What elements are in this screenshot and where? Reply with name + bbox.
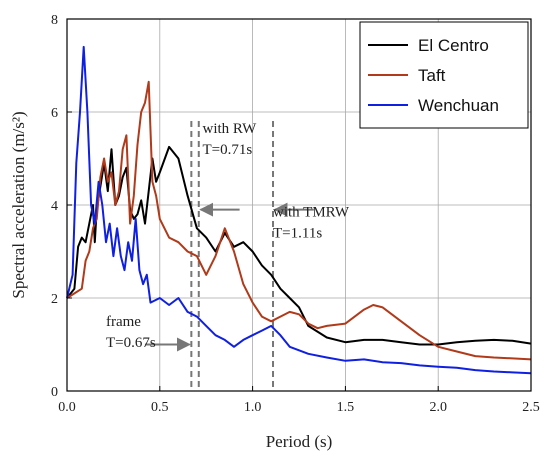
x-axis-title: Period (s) <box>266 432 333 451</box>
annotations: with RW T=0.71s with TMRW T=1.11s frame T=0.6… <box>106 121 350 352</box>
x-axis-ticks: 0.0 0.5 1.0 1.5 2.0 2.5 <box>58 386 540 415</box>
vertical-reference-lines <box>190 121 275 391</box>
annotation-text: T=0.67s <box>106 335 156 351</box>
x-tick-label: 1.5 <box>337 400 355 415</box>
y-tick-label: 2 <box>51 292 58 307</box>
y-axis-ticks: 0 2 4 6 8 <box>51 13 72 400</box>
series-lines <box>66 45 532 375</box>
legend-label: El Centro <box>418 36 489 55</box>
legend: El Centro Taft Wenchuan <box>359 21 529 129</box>
series-line-taft <box>66 80 532 361</box>
y-tick-label: 6 <box>51 106 58 121</box>
annotation-text: T=0.71s <box>202 142 252 158</box>
y-tick-label: 0 <box>51 385 58 400</box>
legend-label: Taft <box>418 66 446 85</box>
annotation-text: frame <box>106 314 141 330</box>
y-tick-label: 8 <box>51 13 58 28</box>
annotation-text: with TMRW <box>273 205 350 221</box>
x-tick-label: 1.0 <box>244 400 262 415</box>
x-tick-label: 0.0 <box>58 400 76 415</box>
series-line-wenchuan <box>66 45 532 375</box>
annotation-text: T=1.11s <box>273 226 322 242</box>
legend-label: Wenchuan <box>418 96 499 115</box>
x-tick-label: 2.5 <box>522 400 540 415</box>
x-tick-label: 2.0 <box>429 400 447 415</box>
y-axis-title: Spectral acceleration (m/s²) <box>9 111 28 298</box>
x-tick-label: 0.5 <box>151 400 169 415</box>
annotation-text: with RW <box>202 121 257 137</box>
y-tick-label: 4 <box>51 199 58 214</box>
